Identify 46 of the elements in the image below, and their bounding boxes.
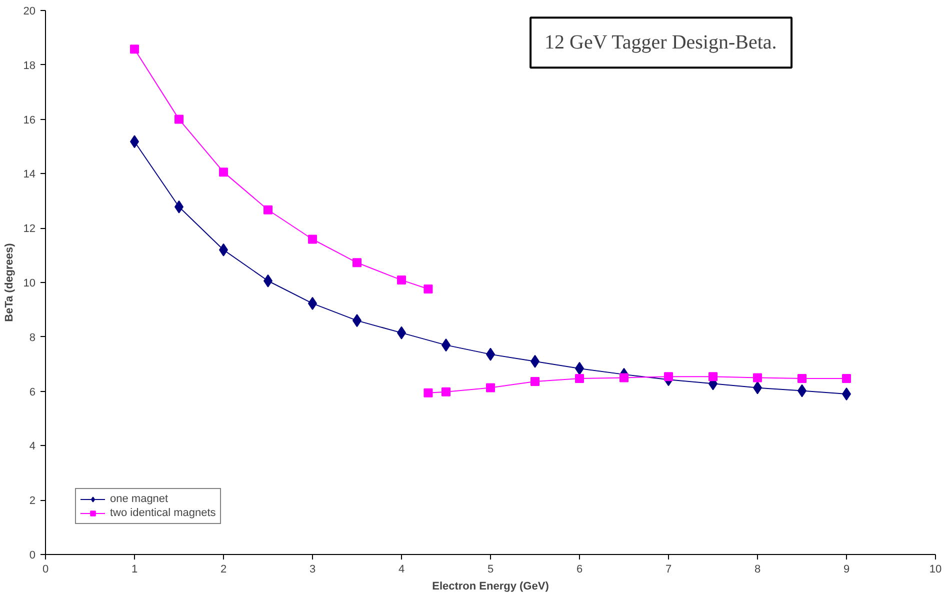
point <box>530 377 540 386</box>
x-tick-label: 6 <box>576 564 583 576</box>
point <box>308 234 317 244</box>
x-tick-label: 7 <box>665 564 672 576</box>
point <box>620 373 628 382</box>
y-tick-label: 18 <box>23 60 36 72</box>
y-tick-label: 6 <box>29 386 36 398</box>
point <box>130 44 139 54</box>
x-tick-label: 10 <box>929 564 942 576</box>
point <box>219 168 228 177</box>
point <box>442 387 450 396</box>
point <box>424 388 433 398</box>
legend-label: one magnet <box>110 493 168 505</box>
y-tick-label: 0 <box>29 550 36 562</box>
point <box>174 114 184 124</box>
point <box>708 372 718 382</box>
point <box>664 372 673 382</box>
y-tick-label: 20 <box>23 6 36 18</box>
x-tick-label: 4 <box>398 564 405 576</box>
point <box>798 374 806 384</box>
y-tick-label: 8 <box>29 332 36 344</box>
x-tick-label: 8 <box>754 564 761 576</box>
point <box>575 374 584 384</box>
x-tick-label: 3 <box>309 564 316 576</box>
x-tick-label: 0 <box>42 564 49 576</box>
y-tick-label: 16 <box>23 114 36 126</box>
y-tick-label: 14 <box>23 168 36 181</box>
x-tick-label: 5 <box>487 564 494 576</box>
x-axis-title: Electron Energy (GeV) <box>432 580 550 592</box>
y-tick-label: 2 <box>29 495 36 508</box>
text: 12 GeV Tagger Design-Beta. <box>544 32 777 54</box>
point <box>486 383 495 392</box>
legend-label: two identical magnets <box>110 507 216 519</box>
point <box>753 373 762 382</box>
point <box>264 205 272 214</box>
x-tick-label: 1 <box>131 564 138 576</box>
x-tick-label: 2 <box>220 564 227 576</box>
point <box>397 276 406 285</box>
point <box>842 374 851 384</box>
y-tick-label: 10 <box>23 278 36 290</box>
y-tick-label: 4 <box>29 440 36 453</box>
point <box>352 258 362 268</box>
y-axis-title: BeTa (degrees) <box>3 242 16 322</box>
point <box>424 284 433 294</box>
x-tick-label: 9 <box>843 564 850 576</box>
y-tick-label: 12 <box>23 223 36 236</box>
